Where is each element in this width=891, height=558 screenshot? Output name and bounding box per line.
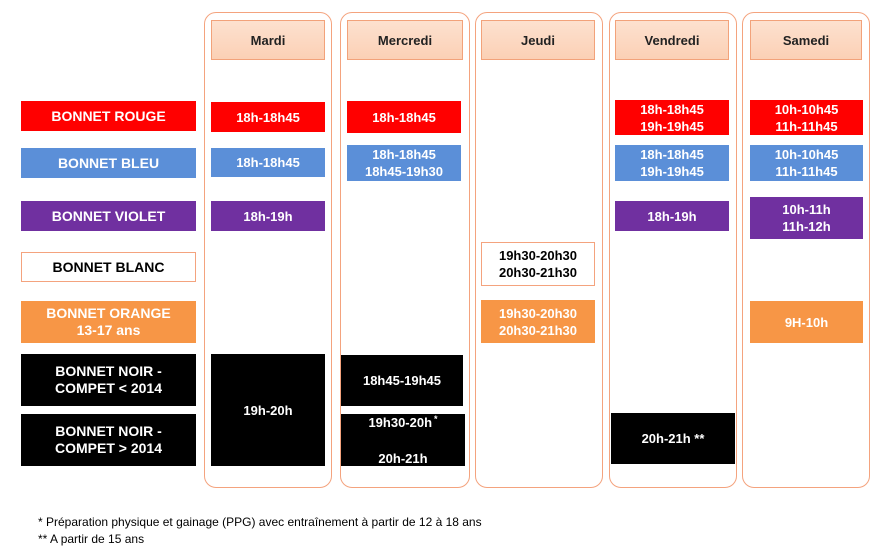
group-label-bonnet-noir-avant-2014: BONNET NOIR - COMPET < 2014	[21, 354, 196, 406]
group-label-bonnet-orange: BONNET ORANGE 13-17 ans	[21, 301, 196, 343]
session-samedi-orange: 9H-10h	[750, 301, 863, 343]
day-header-mardi: Mardi	[211, 20, 325, 60]
session-mercredi-noir-avant-2014: 18h45-19h45	[341, 355, 463, 406]
session-mercredi-noir-apres-2014-times: 19h30-20h * 20h-21h	[368, 397, 437, 484]
session-jeudi-blanc: 19h30-20h30 20h30-21h30	[481, 242, 595, 286]
session-vendredi-rouge: 18h-18h45 19h-19h45	[615, 100, 729, 135]
footnote-ppg: * Préparation physique et gainage (PPG) …	[38, 515, 482, 529]
column-vendredi	[609, 12, 737, 488]
footnote-age: ** A partir de 15 ans	[38, 532, 145, 546]
column-mercredi	[340, 12, 470, 488]
group-label-bonnet-violet: BONNET VIOLET	[21, 201, 196, 231]
session-samedi-bleu: 10h-10h45 11h-11h45	[750, 145, 863, 181]
group-label-bonnet-rouge: BONNET ROUGE	[21, 101, 196, 131]
session-samedi-violet: 10h-11h 11h-12h	[750, 197, 863, 239]
group-label-bonnet-noir-apres-2014: BONNET NOIR - COMPET > 2014	[21, 414, 196, 466]
day-header-vendredi: Vendredi	[615, 20, 729, 60]
session-mercredi-noir-line1-text: 19h30-20h	[368, 414, 433, 430]
column-samedi	[742, 12, 870, 488]
session-jeudi-orange: 19h30-20h30 20h30-21h30	[481, 300, 595, 343]
day-header-mercredi: Mercredi	[347, 20, 463, 60]
session-vendredi-noir: 20h-21h **	[611, 413, 735, 464]
session-mardi-bleu: 18h-18h45	[211, 148, 325, 177]
session-mardi-rouge: 18h-18h45	[211, 102, 325, 132]
ppg-footnote-marker: *	[434, 413, 438, 424]
day-header-samedi: Samedi	[750, 20, 862, 60]
session-mardi-violet: 18h-19h	[211, 201, 325, 231]
session-vendredi-bleu: 18h-18h45 19h-19h45	[615, 145, 729, 181]
group-label-bonnet-bleu: BONNET BLEU	[21, 148, 196, 178]
session-mardi-noir: 19h-20h	[211, 354, 325, 466]
group-label-bonnet-blanc: BONNET BLANC	[21, 252, 196, 282]
session-mercredi-noir-line1: 19h30-20h *	[368, 414, 437, 433]
session-mercredi-noir-apres-2014: 19h30-20h * 20h-21h	[341, 414, 465, 466]
day-header-jeudi: Jeudi	[481, 20, 595, 60]
session-vendredi-violet: 18h-19h	[615, 201, 729, 231]
session-mercredi-bleu: 18h-18h45 18h45-19h30	[347, 145, 461, 181]
session-mercredi-rouge: 18h-18h45	[347, 101, 461, 133]
session-mercredi-noir-line2: 20h-21h	[378, 450, 428, 466]
session-samedi-rouge: 10h-10h45 11h-11h45	[750, 100, 863, 135]
